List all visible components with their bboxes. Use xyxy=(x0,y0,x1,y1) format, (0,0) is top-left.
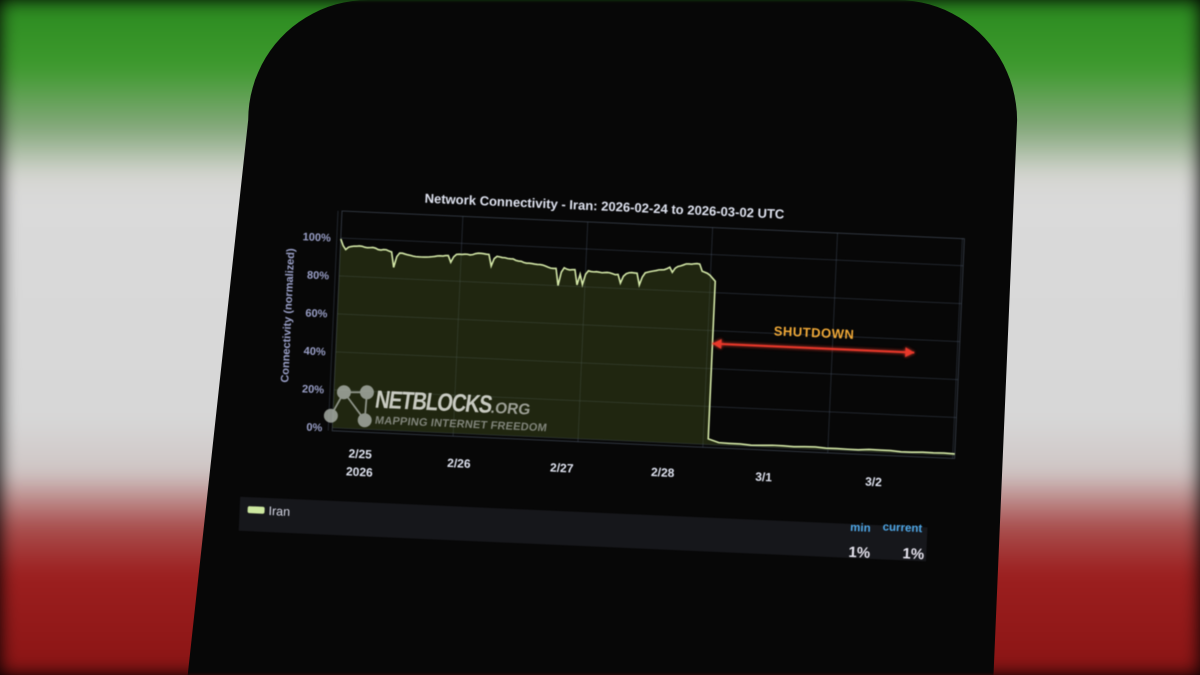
svg-text:1%: 1% xyxy=(848,544,870,562)
svg-text:0%: 0% xyxy=(306,422,323,435)
svg-text:2/26: 2/26 xyxy=(447,456,471,471)
svg-text:60%: 60% xyxy=(305,307,328,320)
svg-text:Connectivity (normalized): Connectivity (normalized) xyxy=(279,248,297,383)
svg-text:3/2: 3/2 xyxy=(865,475,883,490)
svg-text:min: min xyxy=(850,522,871,535)
svg-text:NETBLOCKS: NETBLOCKS xyxy=(373,386,494,419)
svg-text:3/1: 3/1 xyxy=(755,470,773,485)
svg-text:100%: 100% xyxy=(302,231,331,244)
svg-text:current: current xyxy=(882,521,922,535)
svg-text:1%: 1% xyxy=(902,545,924,563)
svg-text:20%: 20% xyxy=(302,383,325,396)
svg-text:2/27: 2/27 xyxy=(550,461,574,476)
svg-text:Iran: Iran xyxy=(268,504,290,519)
svg-text:80%: 80% xyxy=(307,270,330,283)
svg-text:40%: 40% xyxy=(303,345,326,358)
svg-text:2/25: 2/25 xyxy=(348,447,372,462)
svg-text:2026: 2026 xyxy=(346,464,374,479)
svg-text:SHUTDOWN: SHUTDOWN xyxy=(773,323,854,342)
svg-text:.ORG: .ORG xyxy=(490,400,532,419)
svg-text:2/28: 2/28 xyxy=(651,465,675,480)
